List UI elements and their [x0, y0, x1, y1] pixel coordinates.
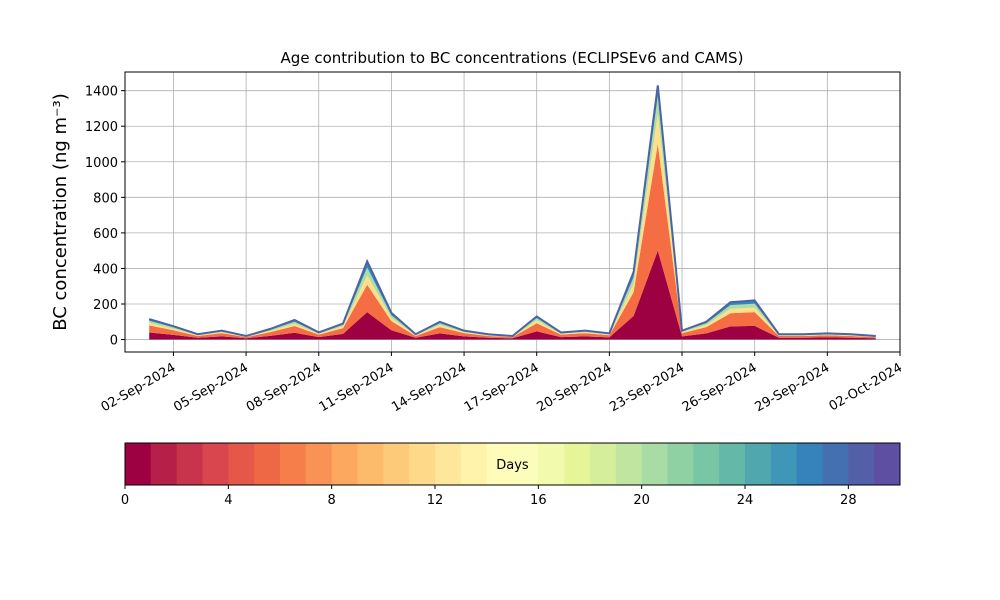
y-tick-label: 600	[93, 227, 118, 242]
colorbar-cell	[745, 443, 772, 485]
colorbar-cell	[564, 443, 591, 485]
total-outline	[148, 85, 876, 338]
colorbar-cell	[460, 443, 488, 485]
colorbar-tick-label: 28	[840, 493, 857, 508]
area-layer	[149, 85, 876, 337]
x-tick-label: 08-Sep-2024	[244, 360, 324, 415]
colorbar-tick-label: 12	[427, 493, 444, 508]
colorbar-cell	[305, 443, 333, 485]
x-tick-label: 02-Oct-2024	[827, 360, 905, 414]
y-tick-label: 1400	[85, 85, 118, 100]
x-tick-label: 14-Sep-2024	[389, 360, 469, 415]
colorbar-cell	[176, 443, 203, 485]
colorbar-cell	[667, 443, 694, 485]
colorbar-cell	[641, 443, 668, 485]
colorbar-cell	[254, 443, 281, 485]
x-tick-label: 26-Sep-2024	[680, 360, 760, 415]
colorbar-cell	[150, 443, 178, 485]
y-tick-label: 0	[110, 334, 118, 349]
colorbar-cell	[383, 443, 410, 485]
colorbar-cell	[409, 443, 436, 485]
x-tick-label: 29-Sep-2024	[753, 360, 833, 415]
colorbar-cell	[228, 443, 255, 485]
y-tick-label: 400	[93, 262, 118, 277]
colorbar-tick-label: 0	[121, 493, 129, 508]
colorbar-cell	[822, 443, 849, 485]
colorbar-cell	[512, 443, 539, 485]
y-tick-label: 800	[93, 191, 118, 206]
y-axis-label: BC concentration (ng m⁻³)	[50, 93, 71, 331]
area-layer	[149, 144, 876, 339]
colorbar-cell	[874, 443, 901, 485]
colorbar-cell	[280, 443, 307, 485]
colorbar-cell	[486, 443, 513, 485]
chart-title: Age contribution to BC concentrations (E…	[281, 49, 744, 67]
colorbar-cell	[796, 443, 823, 485]
colorbar-tick-label: 24	[737, 493, 754, 508]
area-layer	[149, 96, 876, 337]
colorbar-cell	[848, 443, 875, 485]
colorbar-cell	[125, 443, 152, 485]
y-tick-label: 1000	[85, 156, 118, 171]
colorbar-tick-label: 8	[328, 493, 336, 508]
plot-frame	[124, 71, 901, 353]
x-tick-label: 11-Sep-2024	[317, 360, 397, 415]
colorbar-cell	[693, 443, 720, 485]
colorbar-tick-label: 20	[633, 493, 650, 508]
colorbar-tick-label: 4	[224, 493, 232, 508]
colorbar-cell	[202, 443, 229, 485]
colorbar-label: Days	[496, 458, 529, 473]
colorbar-cell	[435, 443, 462, 485]
colorbar-cell	[357, 443, 384, 485]
colorbar-cell	[615, 443, 643, 485]
colorbar-cell	[538, 443, 565, 485]
x-tick-label: 20-Sep-2024	[535, 360, 615, 415]
colorbar-cell	[719, 443, 746, 485]
x-tick-label: 05-Sep-2024	[171, 360, 251, 415]
colorbar-cell	[331, 443, 358, 485]
x-tick-label: 02-Sep-2024	[99, 360, 179, 415]
x-tick-label: 23-Sep-2024	[607, 360, 687, 415]
colorbar-frame	[124, 442, 901, 486]
x-tick-label: 17-Sep-2024	[462, 360, 542, 415]
y-tick-label: 1200	[85, 120, 118, 135]
area-layer	[149, 113, 876, 338]
colorbar-tick-label: 16	[530, 493, 547, 508]
colorbar-cell	[770, 443, 798, 485]
colorbar-cell	[590, 443, 617, 485]
y-tick-label: 200	[93, 298, 118, 313]
